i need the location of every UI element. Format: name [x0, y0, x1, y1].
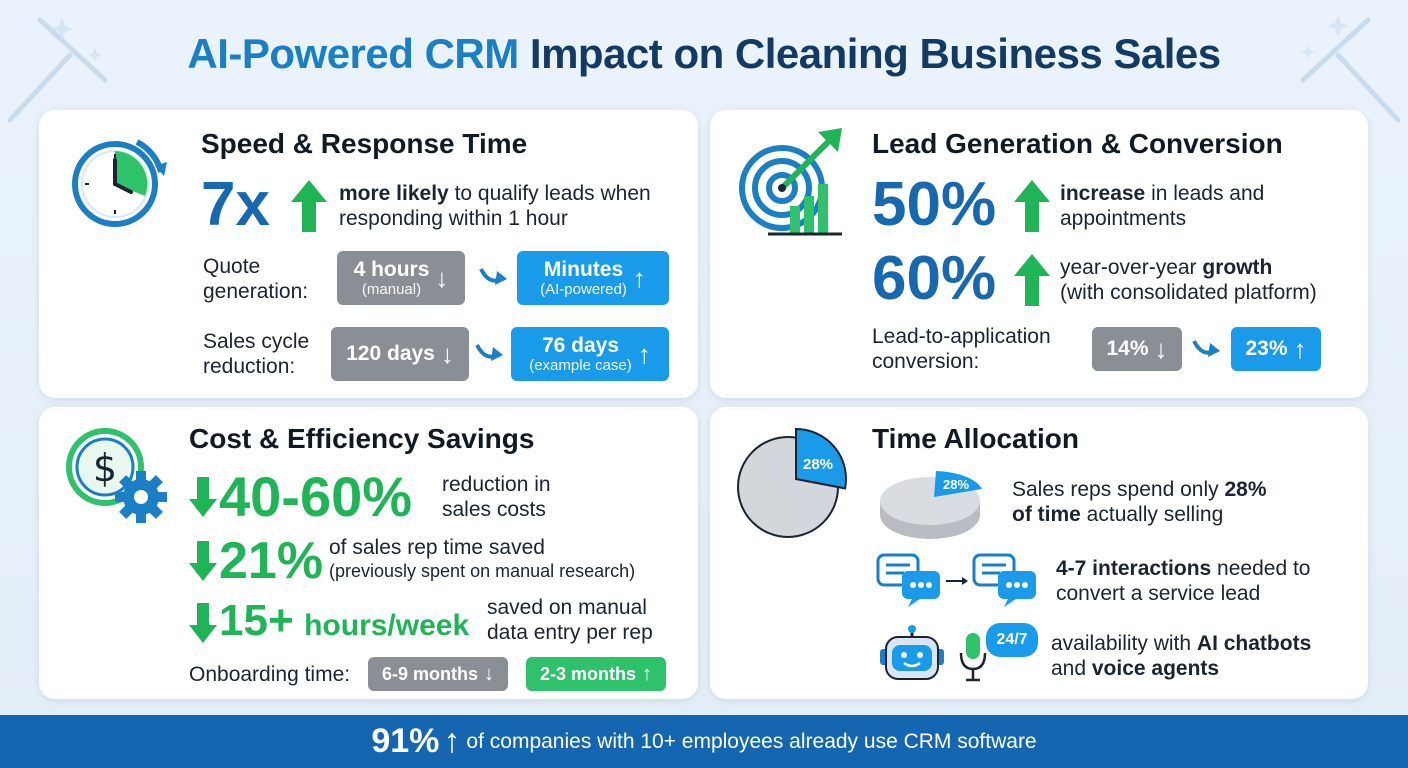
speed-title: Speed & Response Time [201, 128, 528, 159]
lead-stat-2: 60% [872, 244, 997, 313]
time-row-2: 4-7 interactions needed to convert a ser… [1056, 557, 1311, 605]
down-arrow-icon: ↓ [440, 339, 454, 369]
quote-before-badge: 4 hours (manual) ↓ [337, 251, 465, 305]
time-card: 28% Time Allocation 28% Sales reps spend… [710, 407, 1368, 699]
onboarding-label: Onboarding time: [189, 663, 351, 686]
speed-card: Speed & Response Time 7x more likely to … [39, 110, 698, 398]
cost-stat-2-desc: of sales rep time saved (previously spen… [329, 536, 636, 581]
footer-text: of companies with 10+ employees already … [466, 729, 1037, 753]
onboarding-after-badge: 2-3 months ↑ [526, 657, 666, 691]
pie-3d-label: 28% [943, 477, 969, 492]
stopwatch-icon [72, 139, 167, 227]
up-arrow-icon: ↑ [1293, 334, 1307, 364]
conversion-before-badge: 14% ↓ [1092, 327, 1182, 371]
conversion-label: Lead-to-application conversion: [872, 325, 1051, 373]
cost-stat-1: 40-60% [219, 465, 413, 528]
curved-arrow-icon [475, 344, 503, 361]
pie-label: 28% [803, 456, 833, 473]
chat-bubbles-icon [876, 553, 1036, 607]
speed-stat: 7x [201, 170, 270, 239]
cost-stat-1-desc: reduction in sales costs [442, 473, 551, 521]
onboarding-before-badge: 6-9 months ↓ [368, 657, 508, 691]
up-arrow-icon: ↑ [443, 722, 461, 760]
lead-stat-2-desc: year-over-year growth (with consolidated… [1060, 256, 1317, 304]
lead-stat-1-desc: increase in leads and appointments [1060, 182, 1265, 230]
dollar-gear-icon: $ [66, 428, 167, 523]
availability-badge: 24/7 [986, 623, 1038, 657]
down-arrow-icon [189, 603, 217, 643]
down-arrow-icon: ↓ [484, 663, 494, 685]
squeegee-decoration-right [1300, 15, 1401, 123]
up-arrow-icon: ↑ [637, 339, 651, 369]
down-arrow-icon [189, 541, 217, 581]
down-arrow-icon: ↓ [1154, 334, 1168, 364]
up-arrow-icon: ↑ [642, 663, 652, 685]
quote-label: Quote generation: [203, 255, 309, 303]
cost-card: $ Cost & Efficiency Savings 40-60% reduc… [39, 407, 698, 699]
cost-stat-3: 15+ hours/week [219, 596, 470, 645]
cycle-after-badge: 76 days (example case) ↑ [511, 327, 669, 381]
lead-stat-1: 50% [872, 170, 997, 239]
down-arrow-icon [189, 477, 217, 517]
time-row-1: Sales reps spend only 28% of time actual… [1012, 478, 1267, 526]
conversion-after-badge: 23% ↑ [1231, 327, 1321, 371]
time-title: Time Allocation [872, 423, 1079, 454]
footer-banner: 91% ↑ of companies with 10+ employees al… [0, 715, 1408, 768]
up-arrow-icon [291, 180, 327, 232]
microphone-icon [959, 633, 987, 682]
lead-title: Lead Generation & Conversion [872, 128, 1283, 159]
pie-chart-icon: 28% [737, 427, 847, 538]
cost-stat-2: 21% [219, 532, 324, 590]
cost-stat-3-desc: saved on manual data entry per rep [487, 596, 653, 644]
down-arrow-icon: ↓ [435, 263, 449, 293]
cycle-label: Sales cycle reduction: [203, 330, 310, 378]
time-row-3: availability with AI chatbots and voice … [1051, 632, 1312, 680]
cost-title: Cost & Efficiency Savings [189, 423, 535, 454]
cycle-before-badge: 120 days ↓ [331, 327, 469, 381]
footer-stat: 91% [371, 722, 440, 760]
curved-arrow-icon [479, 268, 507, 285]
svg-text:$: $ [93, 446, 117, 490]
up-arrow-icon: ↑ [632, 263, 646, 293]
curved-arrow-icon [1192, 340, 1220, 357]
speed-desc: more likely to qualify leads when respon… [339, 182, 651, 230]
page-title: AI-Powered CRM Impact on Cleaning Busine… [187, 30, 1221, 77]
robot-icon [880, 625, 944, 680]
target-growth-icon [739, 128, 842, 236]
up-arrow-icon [1014, 254, 1050, 306]
pie-3d-icon: 28% [880, 471, 982, 539]
lead-card: Lead Generation & Conversion 50% increas… [710, 110, 1368, 398]
up-arrow-icon [1014, 180, 1050, 232]
quote-after-badge: Minutes (AI-powered) ↑ [517, 251, 669, 305]
squeegee-decoration-left [7, 17, 108, 123]
